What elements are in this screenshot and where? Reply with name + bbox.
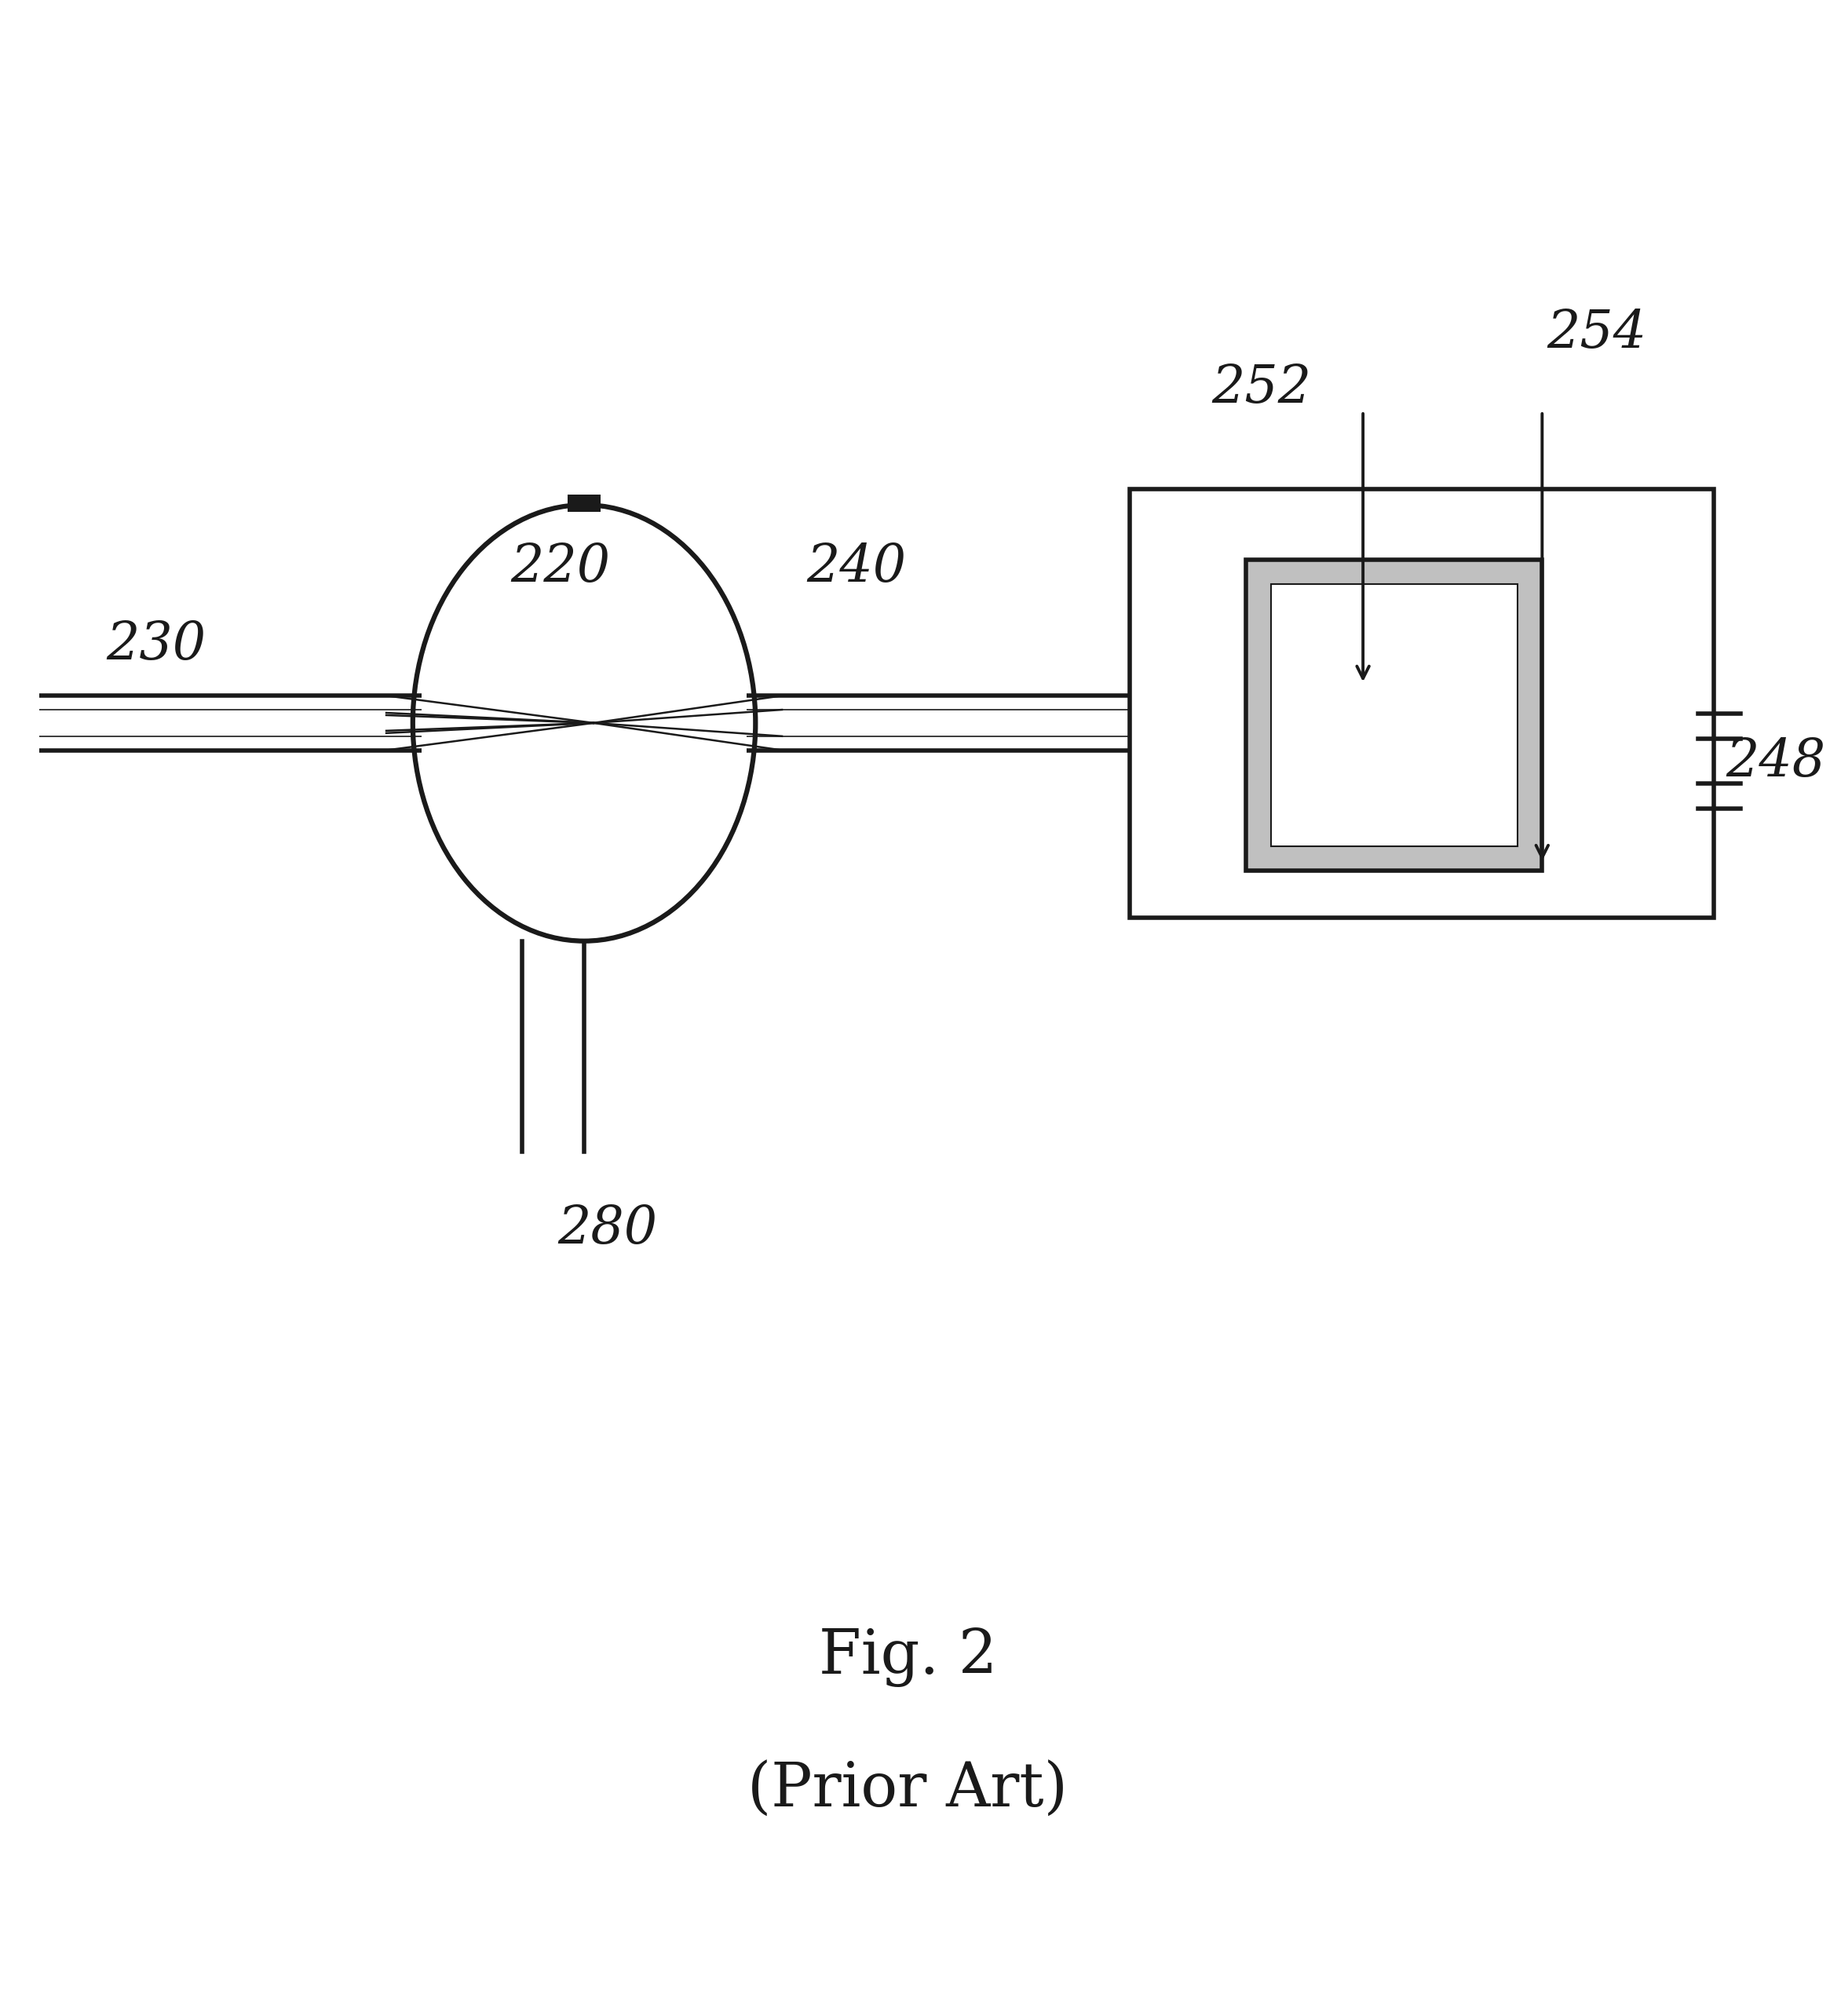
Bar	[1246, 558, 1543, 871]
Text: 280: 280	[558, 1204, 657, 1254]
Bar	[1129, 490, 1713, 917]
Text: Fig. 2: Fig. 2	[818, 1627, 997, 1687]
Text: 254: 254	[1546, 308, 1647, 359]
Bar	[567, 494, 600, 512]
Text: (Prior Art): (Prior Art)	[748, 1760, 1069, 1820]
Text: 230: 230	[106, 619, 205, 671]
Text: 252: 252	[1211, 363, 1312, 413]
Text: 240: 240	[807, 542, 906, 593]
Text: 248: 248	[1726, 736, 1826, 788]
Text: 220: 220	[511, 542, 611, 593]
Bar	[1272, 585, 1517, 847]
